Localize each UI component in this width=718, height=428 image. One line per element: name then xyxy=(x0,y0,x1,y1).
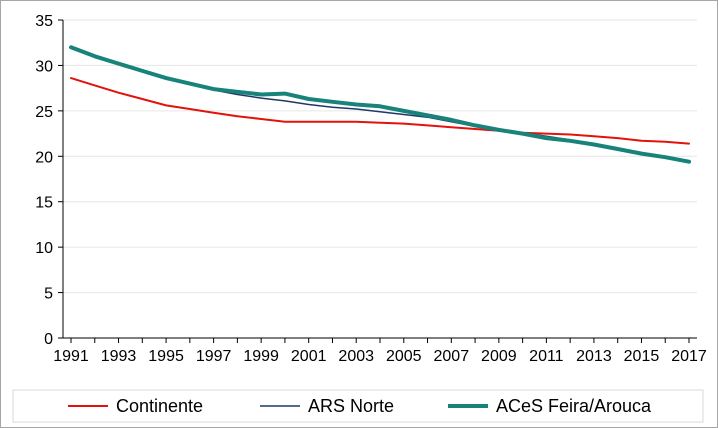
legend: Continente ARS Norte ACeS Feira/Arouca xyxy=(12,389,704,423)
x-tick-label: 2011 xyxy=(529,348,564,365)
x-tick-label: 2007 xyxy=(434,348,470,365)
axes xyxy=(58,19,697,343)
gridlines xyxy=(63,19,697,294)
x-tick-label: 2001 xyxy=(291,348,327,365)
legend-label-1: ARS Norte xyxy=(308,396,394,416)
y-tick-label: 20 xyxy=(35,149,53,166)
x-tick-label: 1997 xyxy=(196,348,232,365)
y-tick-label: 0 xyxy=(44,331,53,348)
x-tick-label: 2015 xyxy=(624,348,660,365)
legend-label-2: ACeS Feira/Arouca xyxy=(496,396,652,416)
x-tick-label: 2003 xyxy=(338,348,374,365)
legend-label-0: Continente xyxy=(116,396,203,416)
series-line-0 xyxy=(70,77,690,145)
y-tick-label: 10 xyxy=(35,240,53,257)
y-tick-label: 15 xyxy=(35,195,53,212)
x-tick-label: 2017 xyxy=(671,348,707,365)
y-tick-labels: 0 5 10 15 20 25 30 35 xyxy=(35,13,53,348)
legend-box xyxy=(12,389,704,423)
y-tick-label: 5 xyxy=(44,286,53,303)
y-tick-label: 35 xyxy=(35,13,53,30)
x-tick-label: 1999 xyxy=(243,348,279,365)
x-tick-label: 2013 xyxy=(576,348,612,365)
x-tick-label: 1991 xyxy=(53,348,89,365)
x-tick-label: 1993 xyxy=(101,348,137,365)
y-tick-label: 30 xyxy=(35,58,53,75)
x-tick-label: 2005 xyxy=(386,348,422,365)
x-tick-labels: 1991 1993 1995 1997 1999 2001 2003 2005 2007 2009… xyxy=(53,348,707,365)
x-tick-label: 1995 xyxy=(148,348,184,365)
x-tick-label: 2009 xyxy=(481,348,517,365)
y-tick-label: 25 xyxy=(35,104,53,121)
series-lines xyxy=(69,45,691,164)
series-line-2 xyxy=(69,45,691,164)
